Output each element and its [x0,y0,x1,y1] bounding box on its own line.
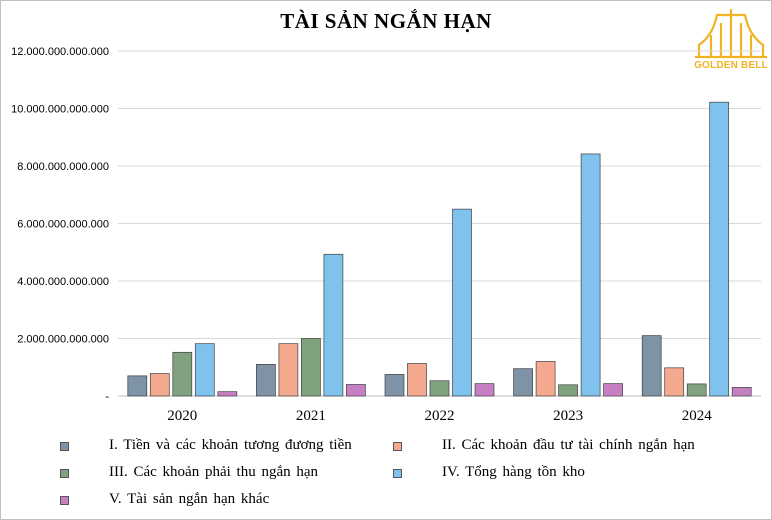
bar-2022-series-4 [452,208,472,397]
y-tick-label: 10.000.000.000.000 [11,104,109,116]
x-tick-label: 2022 [425,408,455,424]
bar-2021-series-1 [256,364,276,397]
bar-2021-series-5 [346,384,366,397]
logo-text: GOLDEN BELL [694,60,768,71]
bar-2023-series-2 [535,361,556,397]
bar-2024-series-4 [709,101,730,397]
legend-label: V. Tài sản ngắn hạn khác [109,491,270,507]
x-axis-ticks: 2020 2021 2022 2023 2024 [167,408,712,424]
bar-2020-series-1 [127,375,148,397]
bar-2020-series-2 [149,373,170,397]
bar-2020-series-3 [172,351,193,397]
bar-2024-series-5 [731,387,752,397]
bar-2021-series-3 [301,338,321,397]
x-tick-label: 2024 [682,408,713,424]
bar-2024-series-2 [664,367,685,397]
legend-swatch [60,469,69,478]
legend-swatch [60,442,69,451]
bar-2022-series-5 [474,383,495,397]
bar-chart: - 2.000.000.000.000 4.000.000.000.000 6.000… [11,46,761,424]
bar-2022-series-2 [407,363,427,397]
bar-2023-series-4 [580,153,601,397]
legend-label: I. Tiền và các khoản tương đương tiền [109,437,352,453]
y-tick-label: 6.000.000.000.000 [17,219,109,231]
x-tick-label: 2021 [296,408,326,424]
bar-2023-series-3 [558,384,578,397]
bar-2023-series-5 [603,383,623,397]
y-axis-ticks: - 2.000.000.000.000 4.000.000.000.000 6.000… [11,46,109,403]
y-tick-label: - [105,391,109,403]
legend-swatch [393,442,402,451]
y-tick-label: 8.000.000.000.000 [17,161,109,173]
legend-label: IV. Tổng hàng tồn kho [442,464,585,480]
bar-2024-series-1 [641,335,662,397]
x-tick-label: 2020 [167,408,197,424]
legend-swatch [60,496,69,505]
bar-2021-series-2 [278,343,299,397]
x-tick-label: 2023 [553,408,583,424]
bar-2022-series-3 [429,380,450,397]
y-tick-label: 12.000.000.000.000 [11,46,109,58]
y-tick-label: 2.000.000.000.000 [17,334,109,346]
legend-swatch [393,469,402,478]
y-tick-label: 4.000.000.000.000 [17,276,109,288]
bar-2023-series-1 [513,368,533,397]
bar-2024-series-3 [686,383,707,397]
chart-title: TÀI SẢN NGẮN HẠN [280,9,492,33]
bar-2021-series-4 [323,253,344,397]
legend-label: II. Các khoản đầu tư tài chính ngắn hạn [442,437,695,453]
bars [127,101,752,397]
bar-2020-series-5 [217,391,238,397]
legend: I. Tiền và các khoản tương đương tiền II.… [1,433,771,519]
bar-2022-series-1 [384,374,405,397]
legend-label: III. Các khoản phải thu ngắn hạn [109,464,319,480]
bar-2020-series-4 [194,343,215,397]
